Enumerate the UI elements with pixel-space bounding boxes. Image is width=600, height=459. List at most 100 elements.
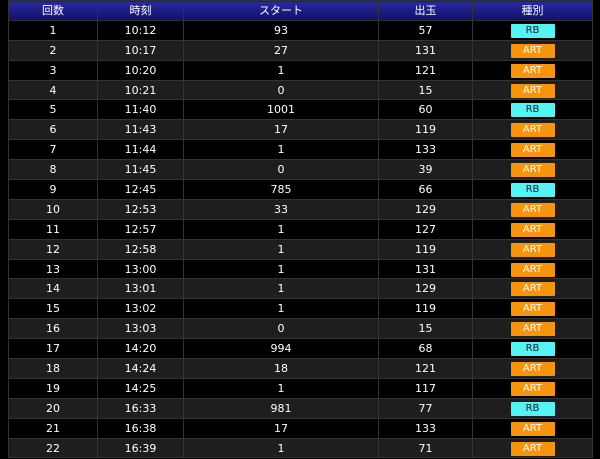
header-cell: 時刻 [97, 0, 184, 21]
table-row: 9 12:45 785 66 RB [8, 179, 593, 200]
type-cell: ART [472, 198, 593, 220]
table-row: 3 10:20 1 121 ART [8, 59, 593, 81]
table-cell: 127 [378, 218, 473, 240]
table-cell: 12:57 [97, 218, 184, 240]
table-cell: 129 [378, 278, 473, 300]
table-cell: 119 [378, 119, 473, 141]
table-cell: 1 [183, 139, 379, 161]
table-cell: 133 [378, 417, 473, 439]
type-cell: ART [472, 437, 593, 459]
table-cell: 1 [183, 258, 379, 280]
type-cell: RB [472, 179, 593, 200]
table-cell: 15 [378, 318, 473, 340]
type-cell: ART [472, 358, 593, 379]
table-cell: 1001 [183, 99, 379, 121]
table-cell: 8 [8, 159, 98, 181]
type-badge: ART [510, 282, 555, 297]
table-cell: 12:45 [97, 179, 184, 200]
table-body: 1 10:12 93 57 RB 2 10:17 27 131 ART 3 10:20 1 121 ART 4… [8, 19, 593, 459]
type-badge: RB [510, 342, 555, 357]
table-row: 4 10:21 0 15 ART [8, 79, 593, 101]
header-cell: 出玉 [378, 0, 473, 21]
table-cell: 19 [8, 377, 98, 399]
type-cell: RB [472, 19, 593, 41]
header-row: 回数 時刻 スタート 出玉 種別 [8, 0, 593, 21]
table-cell: 1 [183, 218, 379, 240]
table-cell: 11:44 [97, 139, 184, 161]
table-cell: 12:58 [97, 238, 184, 260]
table-cell: 17 [183, 119, 379, 141]
table-cell: 13:03 [97, 318, 184, 340]
table-cell: 1 [8, 19, 98, 41]
history-table: 回数 時刻 スタート 出玉 種別 1 10:12 93 57 RB 2 10:17 27 131 ART 3… [8, 0, 593, 459]
type-cell: ART [472, 417, 593, 439]
table-cell: 18 [8, 358, 98, 379]
type-badge: ART [510, 163, 555, 178]
table-cell: 20 [8, 397, 98, 419]
type-cell: RB [472, 99, 593, 121]
type-cell: ART [472, 79, 593, 101]
type-cell: ART [472, 258, 593, 280]
table-row: 7 11:44 1 133 ART [8, 139, 593, 161]
header-cell: スタート [183, 0, 379, 21]
type-badge: ART [510, 123, 555, 138]
table-cell: 13 [8, 258, 98, 280]
table-cell: 4 [8, 79, 98, 101]
table-cell: 1 [183, 298, 379, 320]
table-cell: 12:53 [97, 198, 184, 220]
table-row: 13 13:00 1 131 ART [8, 258, 593, 280]
table-cell: 39 [378, 159, 473, 181]
type-badge: RB [510, 401, 555, 416]
table-row: 5 11:40 1001 60 RB [8, 99, 593, 121]
table-cell: 60 [378, 99, 473, 121]
table-row: 8 11:45 0 39 ART [8, 159, 593, 181]
type-badge: ART [510, 83, 555, 98]
table-cell: 33 [183, 198, 379, 220]
table-cell: 10 [8, 198, 98, 220]
type-cell: ART [472, 218, 593, 240]
table-cell: 11:43 [97, 119, 184, 141]
table-cell: 7 [8, 139, 98, 161]
table-cell: 18 [183, 358, 379, 379]
table-cell: 0 [183, 79, 379, 101]
type-badge: ART [510, 302, 555, 317]
table-row: 21 16:38 17 133 ART [8, 417, 593, 439]
table-cell: 13:02 [97, 298, 184, 320]
table-cell: 11:45 [97, 159, 184, 181]
table-cell: 77 [378, 397, 473, 419]
table-row: 6 11:43 17 119 ART [8, 119, 593, 141]
table-cell: 68 [378, 338, 473, 360]
table-cell: 785 [183, 179, 379, 200]
table-cell: 12 [8, 238, 98, 260]
type-badge: ART [510, 202, 555, 217]
header-cell: 回数 [8, 0, 98, 21]
table-cell: 131 [378, 39, 473, 61]
table-cell: 6 [8, 119, 98, 141]
table-cell: 93 [183, 19, 379, 41]
table-cell: 0 [183, 318, 379, 340]
table-cell: 1 [183, 377, 379, 399]
type-cell: ART [472, 159, 593, 181]
table-cell: 11 [8, 218, 98, 240]
table-cell: 14 [8, 278, 98, 300]
table-cell: 119 [378, 298, 473, 320]
table-cell: 1 [183, 59, 379, 81]
table-row: 17 14:20 994 68 RB [8, 338, 593, 360]
table-cell: 13:01 [97, 278, 184, 300]
type-badge: RB [510, 23, 555, 38]
table-row: 2 10:17 27 131 ART [8, 39, 593, 61]
table-cell: 121 [378, 358, 473, 379]
table-cell: 16:33 [97, 397, 184, 419]
type-cell: ART [472, 377, 593, 399]
table-cell: 2 [8, 39, 98, 61]
type-badge: ART [510, 441, 555, 456]
table-cell: 119 [378, 238, 473, 260]
table-row: 22 16:39 1 71 ART [8, 437, 593, 459]
table-row: 15 13:02 1 119 ART [8, 298, 593, 320]
table-cell: 121 [378, 59, 473, 81]
table-row: 16 13:03 0 15 ART [8, 318, 593, 340]
table-cell: 71 [378, 437, 473, 459]
type-badge: RB [510, 103, 555, 118]
table-cell: 11:40 [97, 99, 184, 121]
type-badge: ART [510, 143, 555, 158]
